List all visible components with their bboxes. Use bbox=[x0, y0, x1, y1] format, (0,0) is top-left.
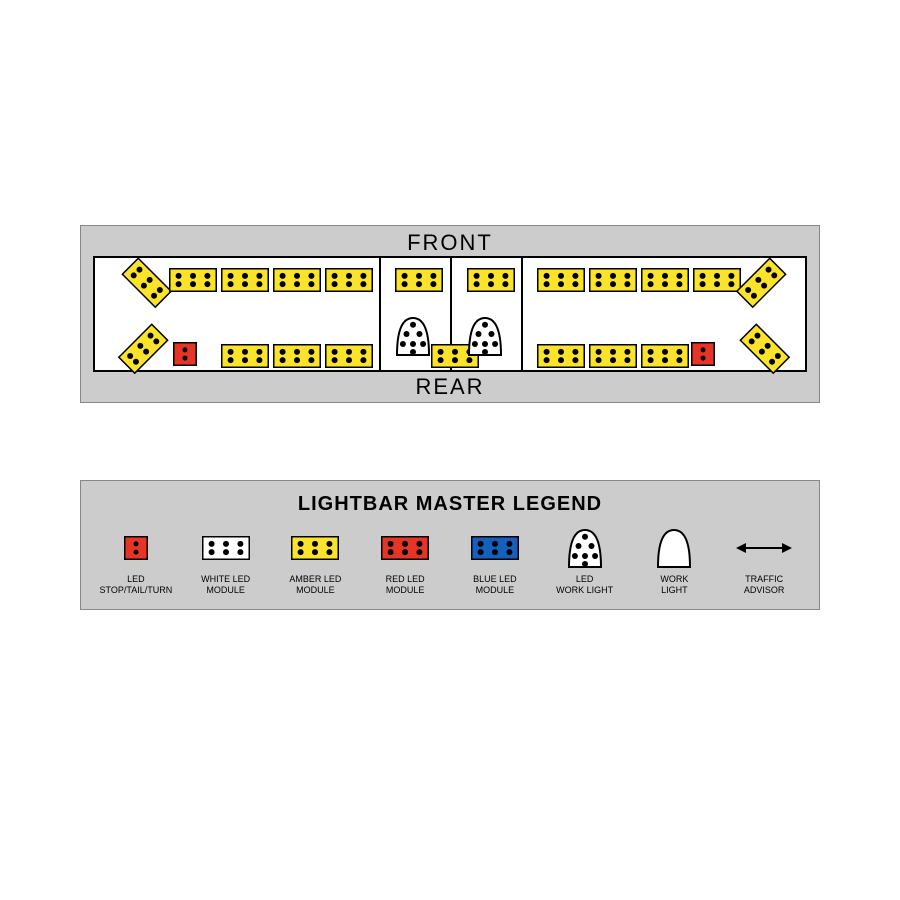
legend-item-label: AMBER LED MODULE bbox=[289, 574, 341, 596]
stt-icon bbox=[124, 528, 148, 568]
legend-item-label: TRAFFIC ADVISOR bbox=[744, 574, 785, 596]
legend-item-label: BLUE LED MODULE bbox=[473, 574, 517, 596]
rear-label: REAR bbox=[81, 374, 819, 400]
legend-item-label: RED LED MODULE bbox=[386, 574, 425, 596]
section-divider bbox=[379, 258, 381, 370]
red-icon bbox=[381, 528, 429, 568]
worklight_led-module bbox=[395, 316, 431, 361]
legend-item-label: LED STOP/TAIL/TURN bbox=[100, 574, 173, 596]
amber-module bbox=[641, 344, 689, 373]
worklight_led-module bbox=[467, 316, 503, 361]
amber-module bbox=[118, 257, 172, 311]
amber-module bbox=[736, 257, 790, 311]
legend-item-label: WORK LIGHT bbox=[660, 574, 688, 596]
amber-module bbox=[273, 344, 321, 373]
front-label: FRONT bbox=[81, 230, 819, 256]
amber-module bbox=[273, 268, 321, 297]
legend-item-label: WHITE LED MODULE bbox=[201, 574, 250, 596]
amber-module bbox=[325, 268, 373, 297]
legend-row: LED STOP/TAIL/TURN WHITE LED MODULE AMBER … bbox=[81, 516, 819, 596]
legend-item: RED LED MODULE bbox=[362, 528, 448, 596]
amber-module bbox=[467, 268, 515, 297]
amber-module bbox=[221, 268, 269, 297]
amber-module bbox=[589, 344, 637, 373]
amber-module bbox=[537, 344, 585, 373]
amber-module bbox=[221, 344, 269, 373]
amber-module bbox=[589, 268, 637, 297]
legend-item: AMBER LED MODULE bbox=[272, 528, 358, 596]
amber-icon bbox=[291, 528, 339, 568]
legend-item-label: LED WORK LIGHT bbox=[556, 574, 613, 596]
amber-module bbox=[395, 268, 443, 297]
legend-item: WORK LIGHT bbox=[631, 528, 717, 596]
legend-panel: LIGHTBAR MASTER LEGEND LED STOP/TAIL/TUR… bbox=[80, 480, 820, 610]
traffic-icon bbox=[736, 528, 792, 568]
section-divider bbox=[521, 258, 523, 370]
lightbar-diagram: FRONT REAR bbox=[80, 225, 820, 403]
stt-module bbox=[691, 342, 715, 371]
amber-module bbox=[736, 323, 790, 377]
legend-item: BLUE LED MODULE bbox=[452, 528, 538, 596]
amber-module bbox=[325, 344, 373, 373]
legend-item: TRAFFIC ADVISOR bbox=[721, 528, 807, 596]
amber-module bbox=[118, 323, 172, 377]
legend-item: LED WORK LIGHT bbox=[542, 528, 628, 596]
worklight_led-icon bbox=[567, 528, 603, 568]
stt-module bbox=[173, 342, 197, 371]
amber-module bbox=[537, 268, 585, 297]
worklight-icon bbox=[656, 528, 692, 568]
legend-item: WHITE LED MODULE bbox=[183, 528, 269, 596]
white-icon bbox=[202, 528, 250, 568]
lightbar-body bbox=[93, 256, 807, 372]
amber-module bbox=[641, 268, 689, 297]
amber-module bbox=[169, 268, 217, 297]
amber-module bbox=[693, 268, 741, 297]
legend-title: LIGHTBAR MASTER LEGEND bbox=[81, 481, 819, 516]
legend-item: LED STOP/TAIL/TURN bbox=[93, 528, 179, 596]
blue-icon bbox=[471, 528, 519, 568]
